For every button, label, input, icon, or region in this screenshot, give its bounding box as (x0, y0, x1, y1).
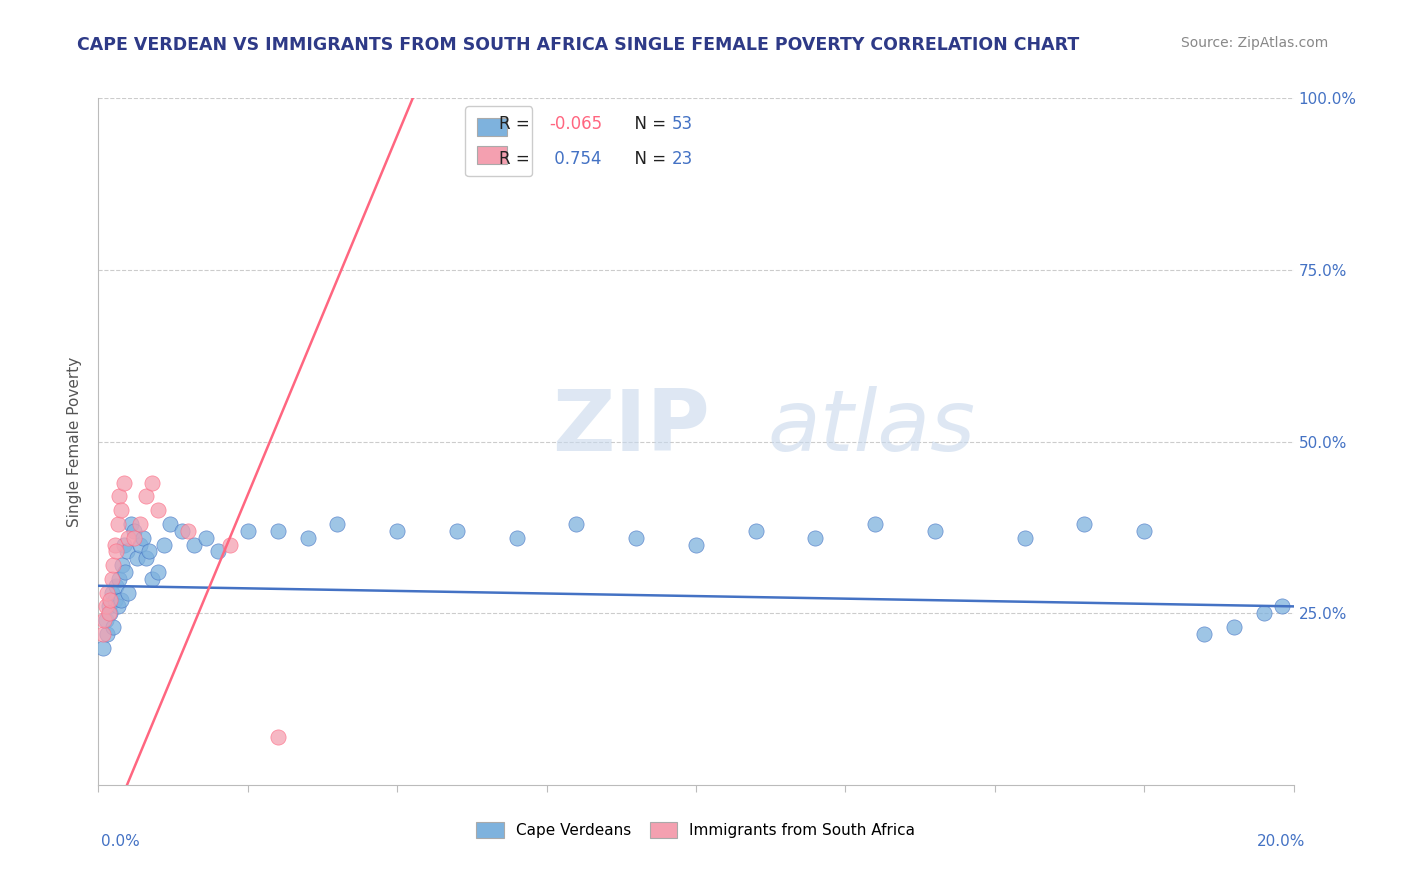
Point (1073, 516, 1095, 531)
Point (1192, 627, 1215, 641)
Point (112, 475, 135, 490)
Point (865, 516, 887, 531)
Point (626, 531, 648, 545)
Legend: Cape Verdeans, Immigrants from South Africa: Cape Verdeans, Immigrants from South Afr… (468, 814, 924, 846)
Point (98, 592, 122, 607)
Point (107, 599, 129, 614)
Point (207, 544, 229, 558)
Point (91, 627, 114, 641)
Point (91, 640, 114, 655)
Point (129, 537, 152, 551)
Point (219, 537, 242, 551)
Point (267, 730, 290, 744)
Point (103, 620, 125, 634)
Point (96, 585, 118, 599)
Point (153, 537, 176, 551)
Point (148, 503, 170, 517)
Text: 53: 53 (672, 115, 693, 133)
Point (105, 579, 128, 593)
Point (141, 572, 163, 586)
Point (685, 537, 707, 551)
Point (120, 516, 142, 531)
Point (129, 516, 152, 531)
Text: 0.0%: 0.0% (101, 834, 141, 849)
Point (93, 613, 115, 627)
Point (924, 524, 946, 538)
Point (124, 531, 146, 545)
Point (94, 613, 117, 627)
Point (172, 524, 194, 538)
Point (98, 607, 121, 621)
Point (446, 524, 468, 538)
Text: -0.065: -0.065 (548, 115, 602, 133)
Point (117, 531, 139, 545)
Text: R =: R = (499, 115, 534, 133)
Point (236, 524, 259, 538)
Point (117, 585, 139, 599)
Point (506, 531, 529, 545)
Point (159, 516, 181, 531)
Point (148, 565, 170, 579)
Text: Source: ZipAtlas.com: Source: ZipAtlas.com (1181, 36, 1329, 50)
Point (98, 599, 121, 614)
Point (103, 592, 125, 607)
Point (135, 490, 157, 504)
Point (107, 516, 129, 531)
Point (1223, 620, 1246, 634)
Point (385, 524, 409, 538)
Point (138, 544, 160, 558)
Y-axis label: Single Female Poverty: Single Female Poverty (67, 357, 83, 526)
Text: CAPE VERDEAN VS IMMIGRANTS FROM SOUTH AFRICA SINGLE FEMALE POVERTY CORRELATION C: CAPE VERDEAN VS IMMIGRANTS FROM SOUTH AF… (77, 36, 1080, 54)
Point (100, 572, 122, 586)
Point (110, 592, 132, 607)
Point (177, 524, 200, 538)
Text: ZIP: ZIP (553, 386, 710, 469)
Text: 20.0%: 20.0% (1257, 834, 1305, 849)
Point (98, 607, 122, 621)
Point (195, 531, 218, 545)
Point (183, 537, 205, 551)
Point (105, 544, 128, 558)
Text: 23: 23 (672, 150, 693, 168)
Point (112, 537, 135, 551)
Point (297, 531, 319, 545)
Point (1253, 607, 1275, 621)
Text: 0.754: 0.754 (548, 150, 602, 168)
Point (104, 537, 127, 551)
Point (115, 544, 138, 558)
Point (103, 558, 125, 573)
Point (326, 516, 349, 531)
Point (1133, 524, 1156, 538)
Point (127, 551, 149, 566)
Point (745, 524, 768, 538)
Point (111, 558, 134, 573)
Point (135, 551, 157, 566)
Point (100, 585, 122, 599)
Text: atlas: atlas (768, 386, 976, 469)
Point (108, 490, 131, 504)
Point (565, 516, 588, 531)
Point (141, 475, 163, 490)
Text: R =: R = (499, 150, 534, 168)
Point (94, 599, 117, 614)
Point (96, 627, 118, 641)
Point (267, 524, 290, 538)
Point (1271, 599, 1294, 614)
Point (804, 531, 827, 545)
Text: N =: N = (624, 150, 672, 168)
Point (1014, 531, 1036, 545)
Point (110, 503, 132, 517)
Point (108, 572, 131, 586)
Point (132, 531, 155, 545)
Point (124, 524, 146, 538)
Point (114, 565, 136, 579)
Text: N =: N = (624, 115, 672, 133)
